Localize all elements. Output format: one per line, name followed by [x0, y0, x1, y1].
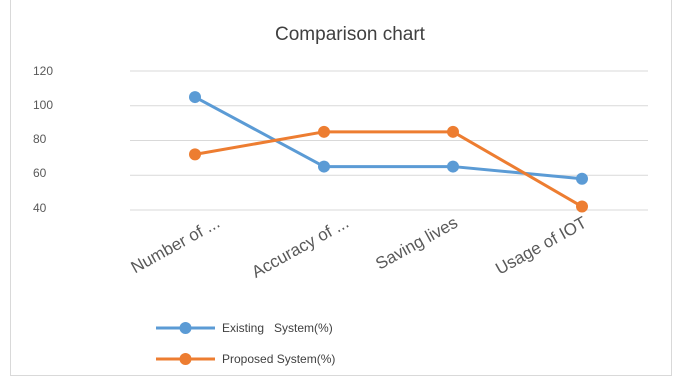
chart-title: Comparison chart	[275, 24, 426, 45]
data-point-s1-c2	[318, 160, 330, 173]
y-tick-label-60: 60	[33, 166, 47, 180]
data-point-s2-c1	[189, 148, 201, 161]
data-point-s2-c2	[318, 125, 330, 138]
data-point-s2-c3	[447, 125, 459, 138]
y-tick-label-40: 40	[33, 201, 47, 215]
legend-label-existing: Existing System(%)	[222, 321, 333, 335]
data-point-s1-c4	[576, 172, 588, 185]
category-label-4: Usage of IOT	[492, 213, 590, 279]
category-label-1: Number of ...	[128, 213, 223, 277]
legend-marker-proposed	[179, 353, 192, 365]
legend-label-proposed: Proposed System(%)	[222, 352, 335, 366]
data-point-s1-c3	[447, 160, 459, 173]
legend-marker-existing	[179, 322, 192, 334]
y-tick-label-80: 80	[33, 132, 47, 146]
chart-frame	[10, 0, 672, 376]
data-point-s1-c1	[189, 91, 201, 104]
series-line-2	[194, 130, 583, 208]
y-tick-label-120: 120	[33, 64, 53, 78]
legend-item-proposed: Proposed System(%)	[156, 352, 335, 366]
category-label-2: Accuracy of ...	[249, 213, 352, 282]
data-point-s2-c4	[576, 200, 588, 213]
legend-item-existing: Existing System(%)	[156, 321, 333, 335]
series-line-1	[194, 95, 583, 181]
y-tick-label-100: 100	[33, 98, 53, 112]
series-layer	[189, 91, 588, 213]
category-label-3: Saving lives	[372, 213, 461, 274]
grid-lines	[130, 70, 648, 211]
y-axis-ticks: 120 100 80 60 40	[33, 64, 53, 215]
x-axis-categories: Number of ... Accuracy of ... Saving liv…	[128, 213, 590, 282]
legend: Existing System(%) Proposed System(%)	[156, 321, 335, 366]
